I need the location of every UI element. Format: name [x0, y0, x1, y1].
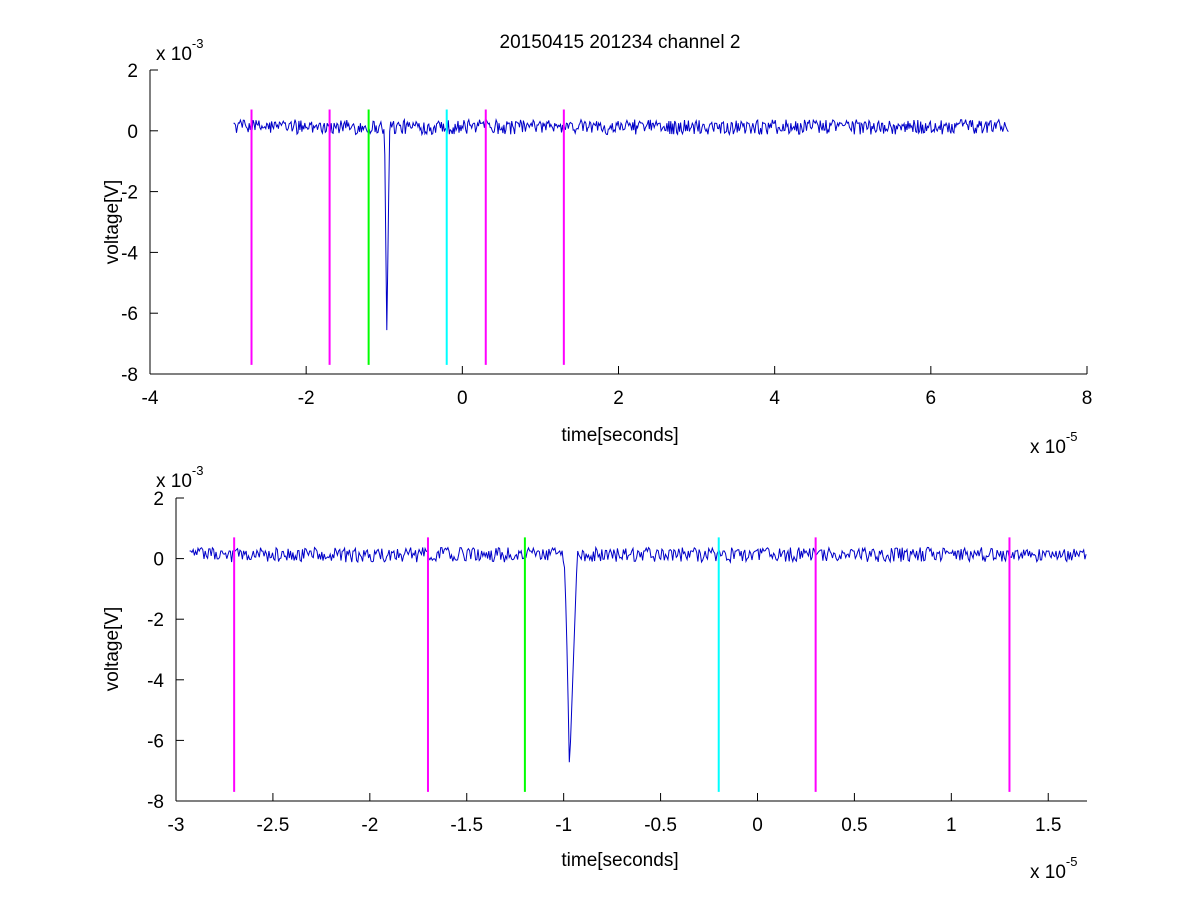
bottom-x-multiplier: x 10-5	[1030, 854, 1077, 883]
bottom-y-tick-label: -6	[147, 731, 164, 752]
bottom-x-tick-label: -0.5	[644, 815, 677, 836]
top-x-tick-label: 4	[769, 388, 780, 409]
top-y-tick-label: -4	[121, 243, 138, 264]
top-y-tick-label: -6	[121, 304, 138, 325]
top-x-tick-label: 8	[1082, 388, 1093, 409]
bottom-x-tick-label: -2.5	[257, 815, 290, 836]
top-x-multiplier-exponent: -5	[1066, 429, 1078, 444]
top-y-tick-label: 0	[127, 122, 138, 143]
chart-title: 20150415 201234 channel 2	[500, 32, 741, 53]
bottom-voltage-trace	[189, 545, 1087, 763]
bottom-plot-panel: -3 -2.5 -2 -1.5 -1 -0.5 0 0.5 1 1.5 -8 -6 -4 -2 0 2 tim…	[102, 463, 1087, 883]
top-x-axis-label: time[seconds]	[561, 425, 678, 446]
top-y-multiplier: x 10-3	[156, 36, 203, 65]
top-y-multiplier-exponent: -3	[192, 36, 204, 51]
bottom-y-tick-label: -2	[147, 610, 164, 631]
top-x-multiplier-base: x 10	[1030, 437, 1066, 458]
bottom-y-axis-label: voltage[V]	[102, 607, 123, 692]
top-y-multiplier-base: x 10	[156, 44, 192, 65]
bottom-x-tick-label: -1	[555, 815, 572, 836]
bottom-x-tick-label: 0.5	[841, 815, 867, 836]
bottom-x-multiplier-exponent: -5	[1066, 854, 1078, 869]
top-x-tick-label: -4	[142, 388, 159, 409]
bottom-x-axis-label: time[seconds]	[561, 850, 678, 871]
top-x-tick-label: 0	[457, 388, 468, 409]
bottom-y-multiplier: x 10-3	[156, 463, 203, 492]
bottom-x-tick-label: -3	[168, 815, 185, 836]
top-y-axis-label: voltage[V]	[102, 180, 123, 265]
bottom-y-multiplier-base: x 10	[156, 471, 192, 492]
bottom-plot-area: -3 -2.5 -2 -1.5 -1 -0.5 0 0.5 1 1.5 -8 -6 -4 -2 0 2	[147, 489, 1087, 836]
bottom-x-multiplier-base: x 10	[1030, 862, 1066, 883]
bottom-y-tick-label: -8	[147, 792, 164, 813]
top-x-tick-label: 2	[613, 388, 624, 409]
bottom-x-tick-label: -2	[361, 815, 378, 836]
top-plot-panel: -4 -2 0 2 4 6 8 -8 -6 -4 -2 0 2 time[seconds] voltag…	[102, 36, 1092, 458]
bottom-y-multiplier-exponent: -3	[192, 463, 204, 478]
top-x-tick-label: 6	[926, 388, 937, 409]
bottom-x-tick-label: 1	[946, 815, 957, 836]
bottom-x-tick-label: 1.5	[1035, 815, 1061, 836]
top-y-tick-label: 2	[127, 61, 138, 82]
top-voltage-trace	[233, 117, 1009, 331]
top-y-tick-label: -2	[121, 183, 138, 204]
top-x-multiplier: x 10-5	[1030, 429, 1077, 458]
bottom-y-tick-label: -4	[147, 671, 164, 692]
top-plot-area: -4 -2 0 2 4 6 8 -8 -6 -4 -2 0 2	[121, 61, 1092, 409]
bottom-y-tick-label: 2	[153, 489, 164, 510]
top-y-tick-label: -8	[121, 365, 138, 386]
bottom-x-tick-label: -1.5	[450, 815, 483, 836]
bottom-y-tick-label: 0	[153, 550, 164, 571]
bottom-x-tick-label: 0	[752, 815, 763, 836]
top-x-tick-label: -2	[298, 388, 315, 409]
